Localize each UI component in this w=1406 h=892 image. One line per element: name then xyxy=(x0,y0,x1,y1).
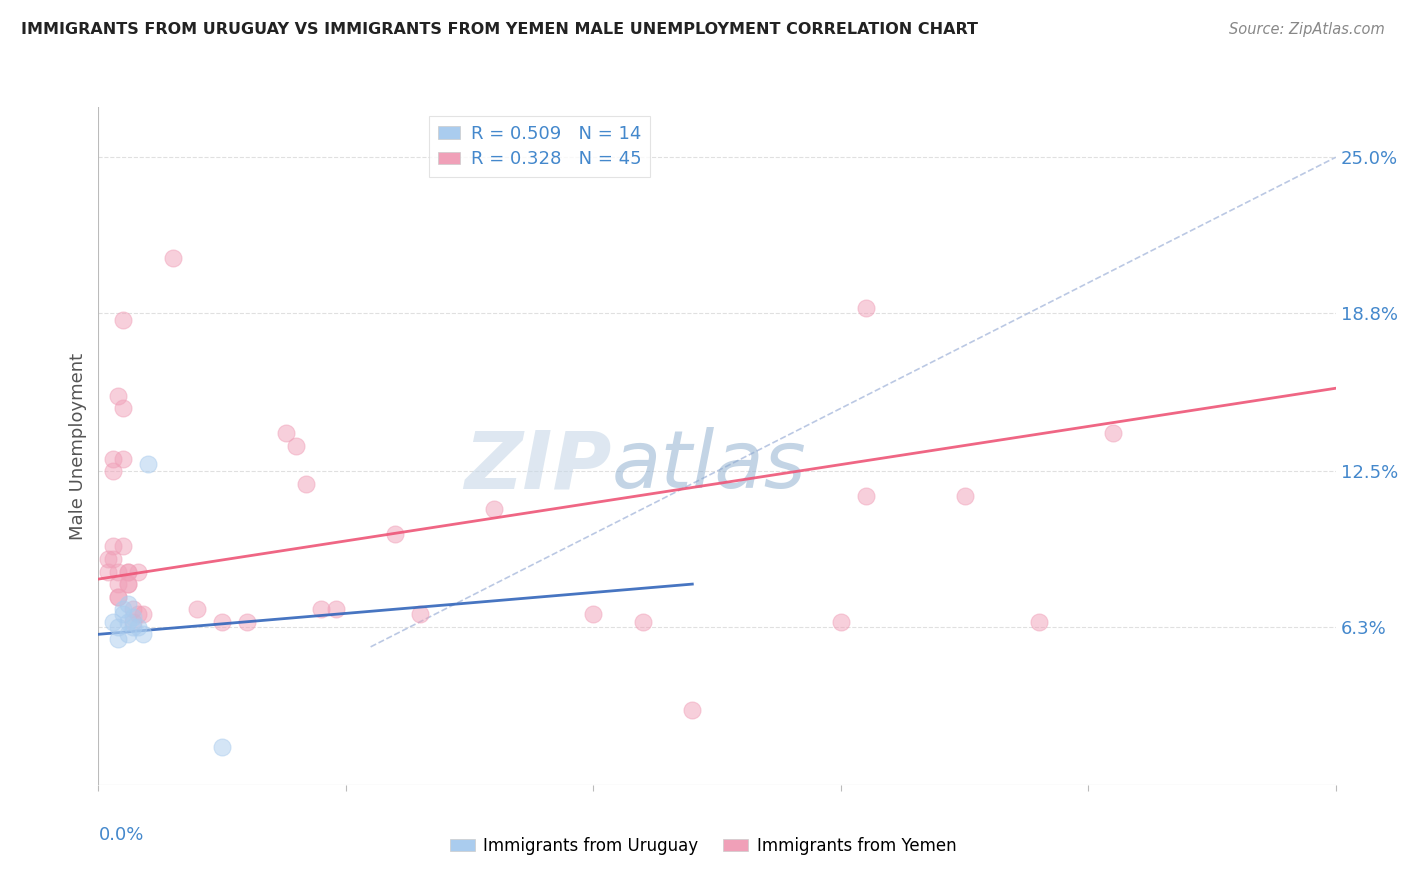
Point xyxy=(107,565,129,579)
Legend: R = 0.509   N = 14, R = 0.328   N = 45: R = 0.509 N = 14, R = 0.328 N = 45 xyxy=(429,116,651,178)
Point xyxy=(117,597,139,611)
Point xyxy=(384,527,406,541)
Point xyxy=(117,565,139,579)
Point xyxy=(107,620,129,634)
Point xyxy=(1102,426,1125,441)
Point xyxy=(681,703,703,717)
Point xyxy=(127,607,149,622)
Point xyxy=(117,627,139,641)
Point xyxy=(97,565,120,579)
Point xyxy=(117,615,139,629)
Point xyxy=(112,607,135,622)
Point xyxy=(186,602,208,616)
Point xyxy=(112,602,135,616)
Point xyxy=(127,565,149,579)
Point xyxy=(112,451,135,466)
Point xyxy=(295,476,318,491)
Text: ZIP: ZIP xyxy=(464,427,612,506)
Legend: Immigrants from Uruguay, Immigrants from Yemen: Immigrants from Uruguay, Immigrants from… xyxy=(443,830,963,862)
Point xyxy=(285,439,308,453)
Point xyxy=(122,615,145,629)
Point xyxy=(236,615,259,629)
Point xyxy=(112,313,135,327)
Point xyxy=(103,552,125,566)
Text: IMMIGRANTS FROM URUGUAY VS IMMIGRANTS FROM YEMEN MALE UNEMPLOYMENT CORRELATION C: IMMIGRANTS FROM URUGUAY VS IMMIGRANTS FR… xyxy=(21,22,979,37)
Point xyxy=(97,552,120,566)
Point xyxy=(127,620,149,634)
Point xyxy=(122,620,145,634)
Text: 0.0%: 0.0% xyxy=(98,826,143,844)
Point xyxy=(103,451,125,466)
Point xyxy=(107,590,129,604)
Point xyxy=(103,615,125,629)
Point xyxy=(582,607,605,622)
Point xyxy=(122,609,145,624)
Point xyxy=(112,540,135,554)
Point xyxy=(309,602,332,616)
Point xyxy=(117,577,139,591)
Point xyxy=(855,489,877,503)
Point xyxy=(107,577,129,591)
Point xyxy=(409,607,432,622)
Point xyxy=(103,464,125,478)
Point xyxy=(132,607,155,622)
Point xyxy=(276,426,298,441)
Point xyxy=(103,540,125,554)
Point xyxy=(107,590,129,604)
Point xyxy=(325,602,347,616)
Point xyxy=(211,740,233,755)
Point xyxy=(631,615,654,629)
Point xyxy=(122,602,145,616)
Point xyxy=(132,627,155,641)
Point xyxy=(136,457,159,471)
Point xyxy=(211,615,233,629)
Text: atlas: atlas xyxy=(612,427,807,506)
Y-axis label: Male Unemployment: Male Unemployment xyxy=(69,352,87,540)
Point xyxy=(484,501,506,516)
Point xyxy=(117,565,139,579)
Point xyxy=(855,301,877,315)
Point xyxy=(107,632,129,647)
Point xyxy=(830,615,852,629)
Text: Source: ZipAtlas.com: Source: ZipAtlas.com xyxy=(1229,22,1385,37)
Point xyxy=(107,389,129,403)
Point xyxy=(953,489,976,503)
Point xyxy=(162,251,184,265)
Point xyxy=(117,577,139,591)
Point xyxy=(1028,615,1050,629)
Point xyxy=(112,401,135,416)
